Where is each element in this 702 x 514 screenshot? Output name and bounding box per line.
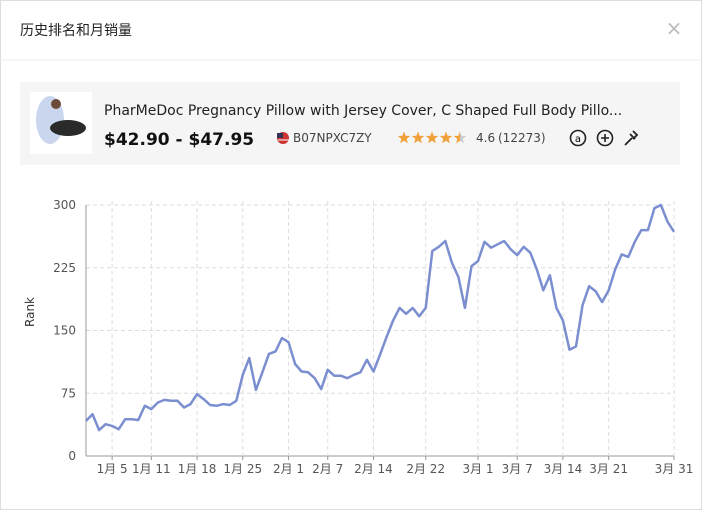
star: [439, 131, 453, 144]
x-tick-label: 2月 14: [354, 462, 393, 476]
review-count: (12273): [498, 131, 546, 145]
tool-icon[interactable]: [624, 130, 639, 146]
x-tick-label: 2月 22: [406, 462, 445, 476]
star: [453, 131, 467, 144]
y-tick-label: 150: [53, 324, 76, 338]
product-card: [20, 82, 680, 165]
svg-text:a: a: [575, 134, 581, 145]
product-title[interactable]: PharMeDoc Pregnancy Pillow with Jersey C…: [104, 103, 622, 119]
rating: 4.6: [476, 131, 495, 145]
x-tick-label: 2月 1: [273, 462, 304, 476]
x-tick-label: 1月 5: [97, 462, 128, 476]
star: [411, 131, 425, 144]
y-tick-label: 225: [53, 261, 76, 275]
y-tick-label: 75: [61, 386, 76, 400]
x-tick-label: 1月 25: [223, 462, 262, 476]
x-tick-label: 3月 14: [544, 462, 583, 476]
star: [397, 131, 411, 144]
us-flag: [277, 132, 289, 144]
x-tick-label: 3月 1: [462, 462, 493, 476]
amazon-icon[interactable]: a: [569, 129, 587, 147]
product-price: $42.90 - $47.95: [104, 130, 254, 150]
dialog-title: 历史排名和月销量: [20, 23, 132, 39]
close-button[interactable]: ×: [666, 16, 683, 40]
star-rating: [397, 131, 467, 144]
x-tick-label: 3月 21: [589, 462, 628, 476]
y-axis-label: Rank: [23, 297, 37, 327]
x-tick-label: 3月 31: [655, 462, 694, 476]
asin: B07NPXC7ZY: [293, 131, 372, 145]
rank-line: [85, 203, 676, 432]
add-icon[interactable]: [596, 129, 614, 147]
product-image: [30, 92, 92, 154]
y-tick-label: 0: [68, 449, 76, 463]
y-tick-label: 300: [53, 198, 76, 212]
x-tick-label: 3月 7: [502, 462, 533, 476]
star: [425, 131, 439, 144]
x-tick-label: 1月 11: [132, 462, 171, 476]
x-tick-label: 1月 18: [178, 462, 217, 476]
x-tick-label: 2月 7: [312, 462, 343, 476]
